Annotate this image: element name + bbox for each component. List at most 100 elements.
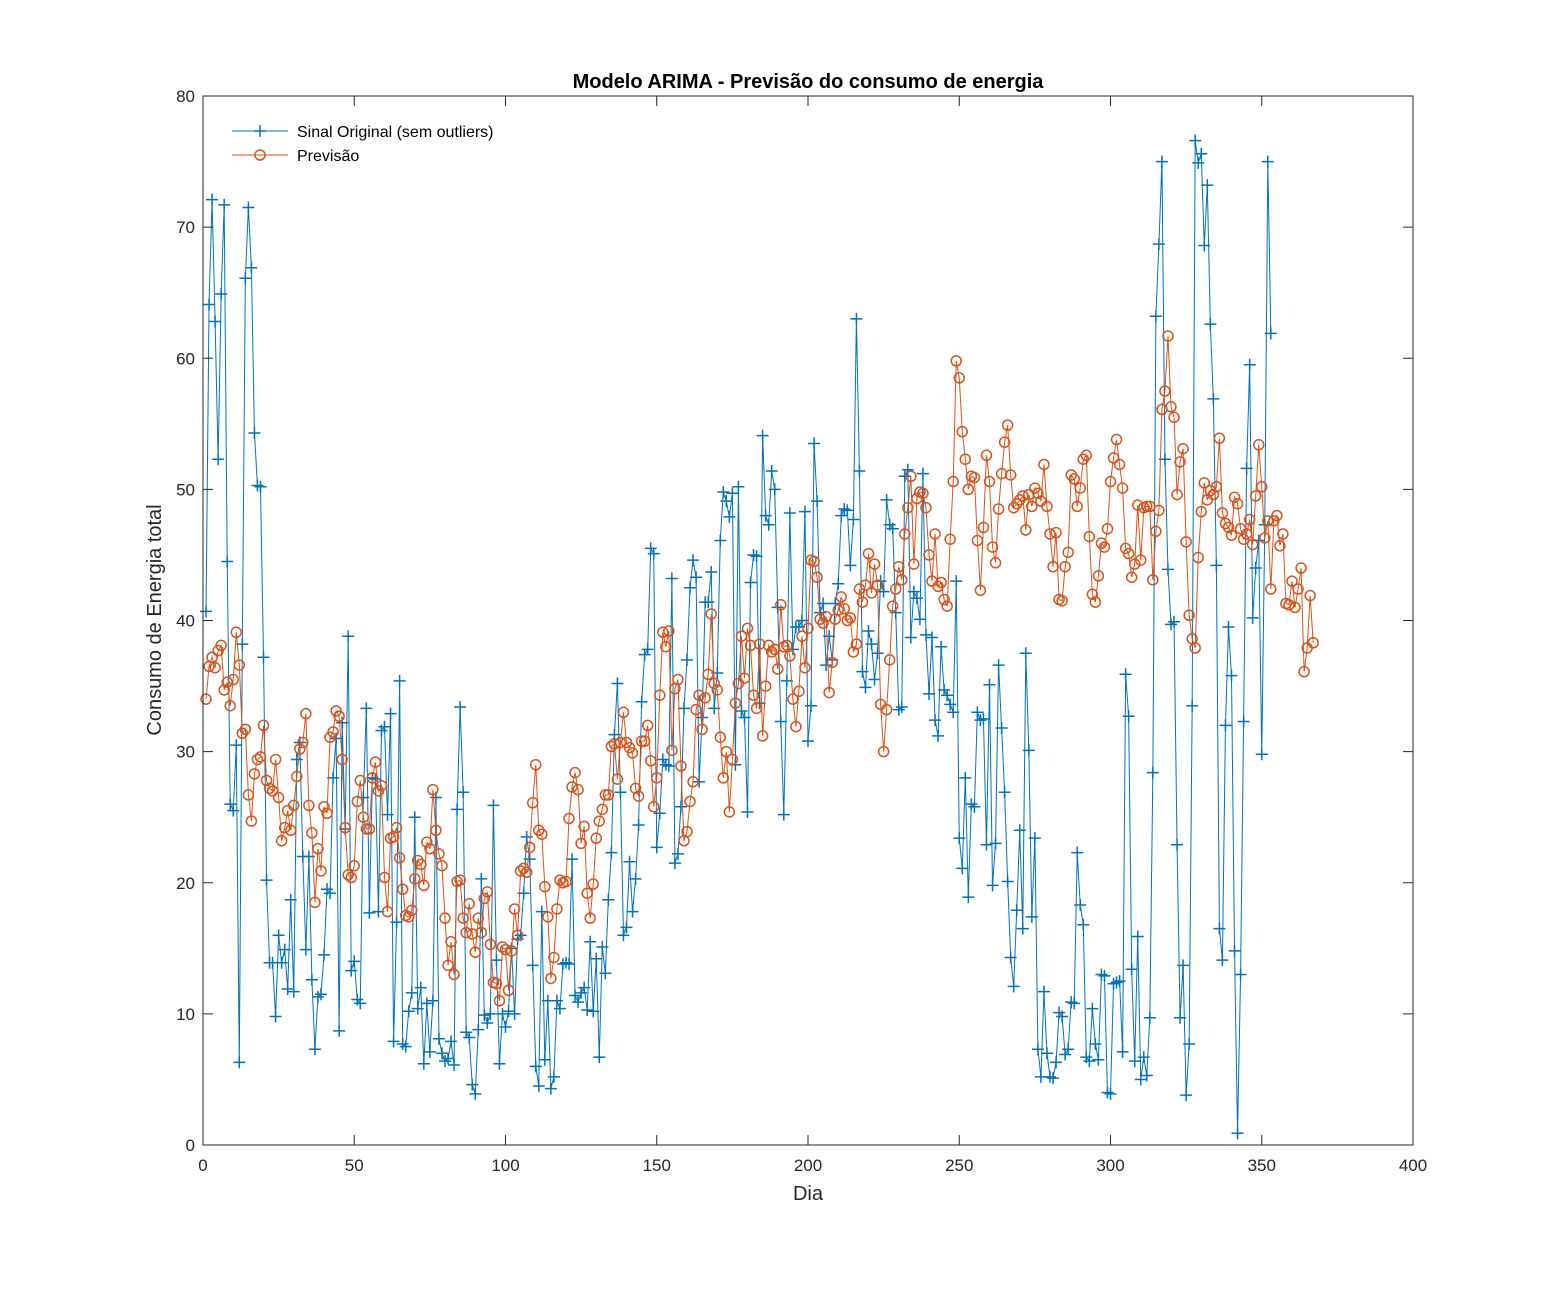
data-point-plus: [1071, 846, 1084, 859]
legend: Sinal Original (sem outliers) Previsão: [232, 124, 494, 165]
data-point-plus: [832, 577, 845, 590]
data-point-plus: [1264, 327, 1277, 340]
data-point-plus: [965, 798, 978, 811]
data-point-plus: [1031, 1043, 1044, 1056]
data-point-circle: [520, 866, 533, 879]
data-point-plus: [218, 198, 231, 211]
data-point-circle: [490, 977, 503, 990]
data-point-plus: [405, 986, 418, 999]
data-point-circle: [971, 534, 984, 547]
y-tick-label: 40: [176, 612, 195, 631]
data-point-plus: [390, 916, 403, 929]
data-point-circle: [772, 663, 784, 675]
y-tick-label: 30: [176, 743, 195, 762]
data-point-plus: [318, 948, 330, 961]
data-point-plus: [992, 659, 1005, 672]
data-point-plus: [1131, 930, 1144, 943]
data-point-circle: [593, 815, 606, 827]
data-point-plus: [684, 581, 697, 594]
data-point-circle: [902, 501, 914, 514]
data-point-circle: [378, 871, 391, 884]
data-point-circle: [1038, 458, 1050, 471]
data-point-plus: [638, 648, 651, 661]
data-point-plus: [768, 483, 781, 496]
data-point-plus: [907, 585, 920, 598]
data-point-plus: [1028, 832, 1041, 845]
data-point-circle: [478, 892, 491, 905]
data-point-circle: [1195, 505, 1207, 518]
data-point-circle: [711, 684, 723, 696]
data-point-plus: [269, 1010, 282, 1023]
data-point-circle: [1104, 475, 1117, 488]
data-point-plus: [1204, 318, 1217, 331]
data-point-plus: [1022, 744, 1035, 757]
data-point-plus: [445, 1035, 458, 1048]
data-point-plus: [1171, 838, 1184, 851]
data-point-circle: [502, 984, 515, 997]
data-point-circle: [1001, 419, 1014, 431]
data-point-plus: [553, 1002, 566, 1015]
data-point-plus: [759, 509, 772, 522]
data-point-circle: [363, 823, 376, 835]
data-point-circle: [493, 995, 506, 1007]
data-point-plus: [995, 722, 1008, 735]
data-point-circle: [1098, 541, 1111, 553]
chart-title: Modelo ARIMA - Previsão do consumo de en…: [573, 71, 1045, 93]
data-point-plus: [1001, 875, 1014, 888]
data-point-plus: [690, 571, 703, 584]
data-point-circle: [1141, 500, 1153, 513]
data-point-plus: [257, 651, 270, 664]
data-point-circle: [284, 824, 297, 837]
data-point-circle: [750, 702, 763, 715]
data-point-plus: [593, 1051, 606, 1064]
data-point-circle: [342, 869, 354, 881]
data-point-plus: [478, 1009, 491, 1022]
data-point-plus: [617, 929, 630, 942]
data-point-plus: [895, 701, 908, 714]
data-point-plus: [659, 758, 672, 771]
data-point-circle: [209, 661, 221, 674]
data-point-plus: [856, 665, 869, 678]
data-point-plus: [910, 592, 923, 605]
data-point-plus: [426, 994, 439, 1007]
data-point-plus: [823, 630, 836, 643]
data-point-plus: [1113, 975, 1126, 988]
data-point-plus: [1213, 922, 1226, 935]
data-point-plus: [1010, 904, 1023, 917]
data-point-plus: [795, 614, 808, 627]
data-point-circle: [654, 689, 666, 701]
legend-circle-marker-icon: [254, 149, 266, 161]
data-point-plus: [260, 874, 273, 887]
data-point-circle: [611, 773, 624, 785]
data-point-plus: [1016, 922, 1029, 935]
y-tick-label: 60: [176, 349, 195, 368]
data-point-plus: [681, 653, 693, 666]
data-point-circle: [312, 842, 324, 855]
data-point-circle: [1292, 583, 1304, 595]
data-point-plus: [929, 714, 942, 727]
data-point-circle: [950, 355, 962, 367]
data-point-plus: [693, 775, 706, 788]
data-point-plus: [1249, 562, 1262, 575]
data-point-circle: [1041, 500, 1053, 513]
data-point-circle: [893, 560, 905, 573]
data-point-circle: [421, 836, 433, 848]
data-point-circle: [784, 650, 796, 662]
data-point-plus: [212, 453, 225, 466]
data-point-plus: [287, 985, 300, 998]
data-point-circle: [581, 887, 593, 899]
data-point-plus: [523, 853, 536, 866]
data-point-plus: [239, 272, 252, 285]
data-point-plus: [496, 1007, 509, 1020]
data-point-circle: [1159, 385, 1171, 397]
data-point-circle: [708, 677, 720, 690]
data-point-circle: [765, 646, 778, 658]
axis-ticks: 0 50 100 150 200 250 300 350 400 0 10 20 30 40 50 60 70 8…: [176, 87, 1427, 1175]
data-point-circle: [844, 612, 857, 624]
y-tick-label: 0: [186, 1136, 195, 1155]
data-point-circle: [675, 760, 687, 772]
data-point-circle: [390, 821, 403, 834]
data-point-plus: [1228, 944, 1241, 957]
data-point-plus: [980, 838, 993, 851]
data-point-plus: [844, 559, 857, 572]
